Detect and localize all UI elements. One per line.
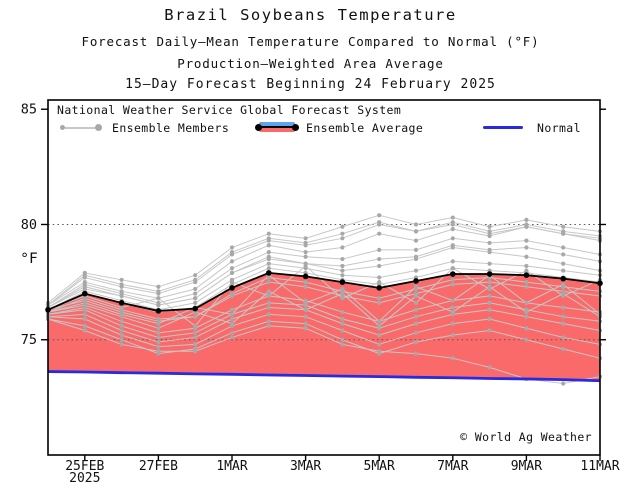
average-dot-icon — [292, 124, 299, 131]
average-dot-icon — [255, 124, 262, 131]
svg-text:11MAR: 11MAR — [580, 459, 619, 474]
watermark: © World Ag Weather — [460, 430, 592, 444]
svg-text:75: 75 — [21, 332, 37, 348]
ensemble-members-swatch-icon — [60, 122, 102, 133]
svg-text:25FEB: 25FEB — [65, 459, 104, 474]
ensemble-average-swatch-icon — [255, 122, 299, 133]
chart-title: Brazil Soybeans Temperature — [164, 6, 457, 24]
ensemble-average-label: Ensemble Average — [306, 121, 424, 135]
svg-text:9MAR: 9MAR — [511, 459, 542, 474]
member-line-icon — [65, 126, 95, 129]
ensemble-average-line — [45, 270, 603, 314]
plot-border — [47, 99, 601, 456]
member-dot-icon — [60, 125, 65, 130]
above-normal-band-icon — [259, 128, 295, 132]
above-normal-fill-area — [48, 272, 600, 381]
chart-subtitle-3: 15–Day Forecast Beginning 24 February 20… — [125, 77, 496, 92]
legend-source-line: National Weather Service Global Forecast… — [57, 103, 402, 117]
svg-text:2025: 2025 — [69, 471, 100, 482]
svg-text:1MAR: 1MAR — [216, 459, 247, 474]
svg-text:27FEB: 27FEB — [139, 459, 178, 474]
normal-line-swatch-icon — [483, 126, 523, 129]
svg-text:85: 85 — [21, 102, 37, 118]
svg-text:3MAR: 3MAR — [290, 459, 321, 474]
chart-subtitle-2: Production–Weighted Area Average — [177, 56, 444, 71]
y-axis-unit-label: °F — [20, 251, 38, 267]
below-normal-band-icon — [259, 122, 295, 126]
svg-text:80: 80 — [21, 217, 37, 233]
svg-text:7MAR: 7MAR — [437, 459, 468, 474]
svg-text:5MAR: 5MAR — [364, 459, 395, 474]
member-dot-icon — [95, 124, 102, 131]
average-line-icon — [260, 126, 294, 128]
normal-line — [47, 370, 601, 383]
chart-subtitle-1: Forecast Daily–Mean Temperature Compared… — [81, 34, 540, 49]
y-axis-ticks: 75 80 85 — [21, 102, 606, 348]
ensemble-member-lines — [47, 214, 601, 385]
normal-label: Normal — [537, 121, 581, 135]
ensemble-members-label: Ensemble Members — [112, 121, 230, 135]
